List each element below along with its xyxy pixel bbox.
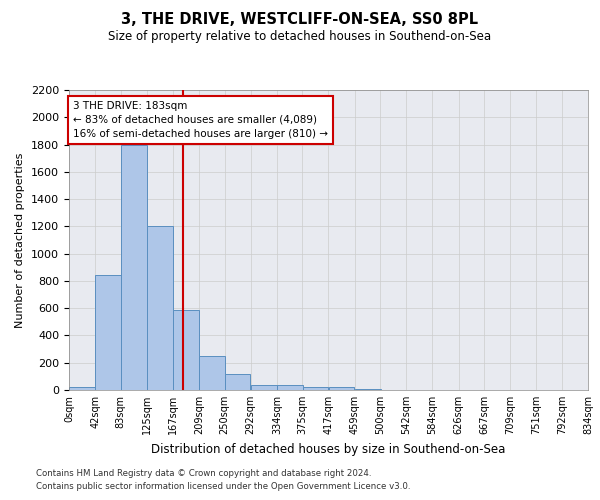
Bar [302,386,328,390]
Bar [147,226,173,390]
Text: Contains HM Land Registry data © Crown copyright and database right 2024.: Contains HM Land Registry data © Crown c… [36,468,371,477]
Text: 3, THE DRIVE, WESTCLIFF-ON-SEA, SS0 8PL: 3, THE DRIVE, WESTCLIFF-ON-SEA, SS0 8PL [121,12,479,28]
Text: Size of property relative to detached houses in Southend-on-Sea: Size of property relative to detached ho… [109,30,491,43]
Bar [251,384,277,390]
Text: Contains public sector information licensed under the Open Government Licence v3: Contains public sector information licen… [36,482,410,491]
Bar [277,385,303,390]
Bar [69,388,95,390]
Bar [329,388,355,390]
Bar [199,356,225,390]
Text: 3 THE DRIVE: 183sqm
← 83% of detached houses are smaller (4,089)
16% of semi-det: 3 THE DRIVE: 183sqm ← 83% of detached ho… [73,101,328,139]
Bar [95,276,121,390]
Bar [225,374,250,390]
X-axis label: Distribution of detached houses by size in Southend-on-Sea: Distribution of detached houses by size … [151,442,506,456]
Bar [173,310,199,390]
Bar [121,144,146,390]
Y-axis label: Number of detached properties: Number of detached properties [16,152,25,328]
